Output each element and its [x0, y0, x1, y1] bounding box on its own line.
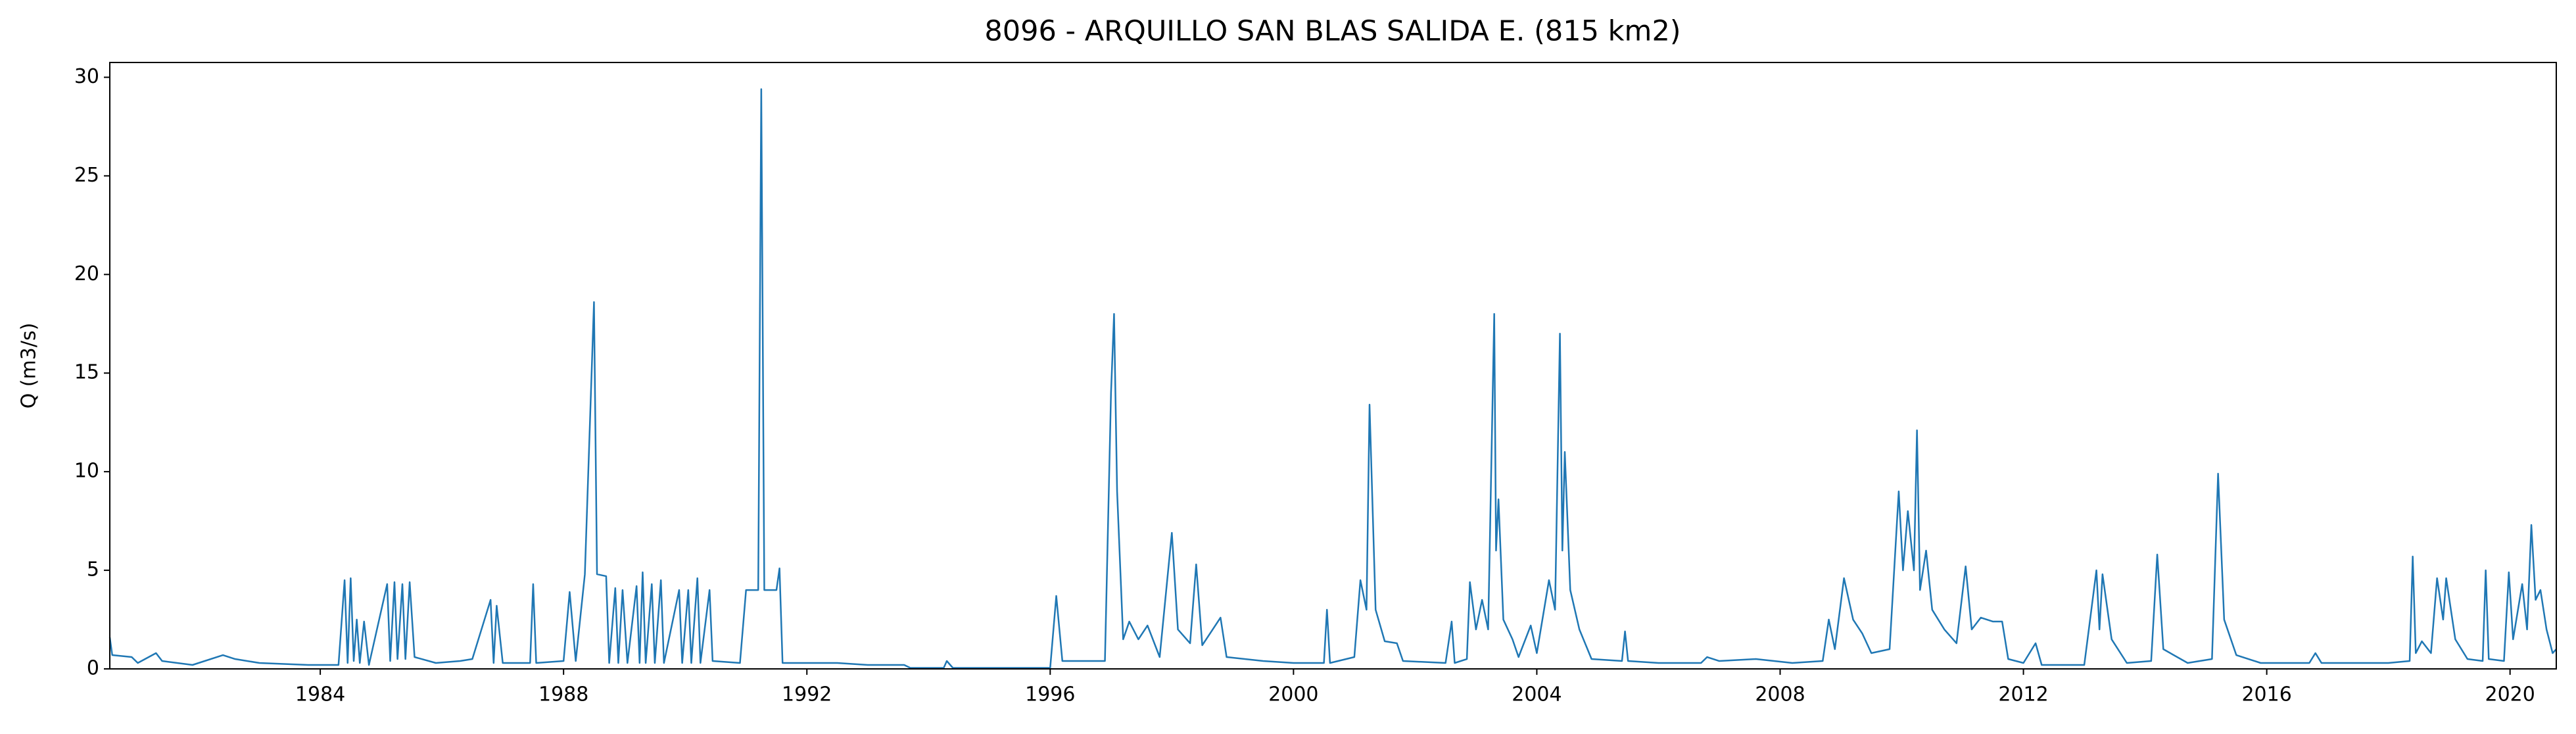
x-tick-label: 1988 [538, 683, 588, 706]
x-tick-label: 2004 [1512, 683, 1562, 706]
y-tick-label: 15 [74, 361, 99, 384]
x-tick-label: 1996 [1025, 683, 1075, 706]
y-tick-label: 10 [74, 460, 99, 483]
y-tick-label: 0 [87, 657, 99, 680]
x-tick-label: 1992 [782, 683, 832, 706]
y-axis-label: Q (m3/s) [18, 323, 41, 409]
plot-frame [109, 62, 2557, 670]
y-tick-label: 20 [74, 262, 99, 285]
x-tick-label: 2000 [1268, 683, 1318, 706]
x-tick-label: 2016 [2241, 683, 2291, 706]
y-tick-label: 30 [74, 65, 99, 88]
x-tick-label: 1984 [295, 683, 345, 706]
x-tick-label: 2008 [1755, 683, 1805, 706]
x-tick-label: 2012 [1998, 683, 2048, 706]
flow-line [108, 88, 2557, 669]
y-tick-label: 5 [87, 558, 99, 581]
x-tick-label: 2020 [2485, 683, 2535, 706]
y-tick-label: 25 [74, 164, 99, 187]
chart-title: 8096 - ARQUILLO SAN BLAS SALIDA E. (815 … [984, 15, 1681, 48]
